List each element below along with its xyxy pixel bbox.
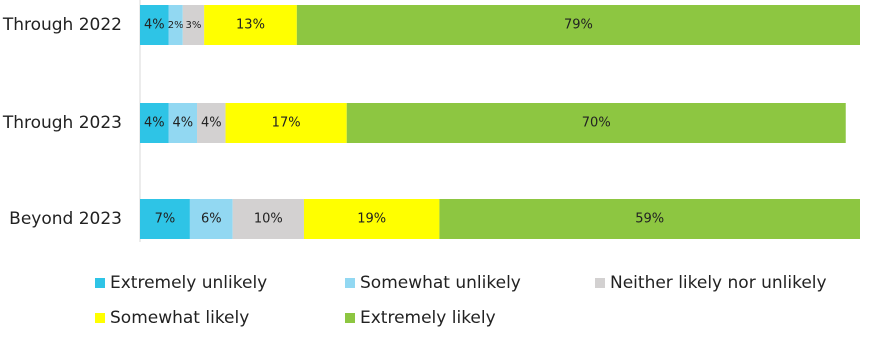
bar-segment bbox=[296, 5, 861, 45]
value-label: 4% bbox=[172, 116, 193, 131]
bar-segment bbox=[346, 103, 846, 143]
y-tick-label: Beyond 2023 bbox=[9, 209, 122, 229]
bar-segment bbox=[232, 199, 304, 239]
legend-label: Extremely unlikely bbox=[110, 273, 267, 293]
value-label: 59% bbox=[635, 212, 664, 227]
legend-swatch bbox=[95, 278, 105, 288]
bar-segment bbox=[182, 5, 205, 45]
value-label: 7% bbox=[155, 212, 176, 227]
value-label: 10% bbox=[254, 212, 283, 227]
bar-segment bbox=[140, 5, 169, 45]
bar-segment bbox=[168, 103, 198, 143]
value-label: 3% bbox=[186, 20, 202, 31]
y-tick-label: Through 2022 bbox=[2, 15, 122, 35]
value-label: 4% bbox=[144, 116, 165, 131]
bar-segment bbox=[204, 5, 297, 45]
bar-segment bbox=[140, 199, 190, 239]
bar-segment bbox=[168, 5, 183, 45]
bar-segment bbox=[189, 199, 233, 239]
bar-segment bbox=[197, 103, 226, 143]
legend-swatch bbox=[595, 278, 605, 288]
value-label: 19% bbox=[357, 212, 386, 227]
value-label: 13% bbox=[236, 18, 265, 33]
legend-label: Extremely likely bbox=[360, 308, 496, 328]
legend-swatch bbox=[95, 313, 105, 323]
bar-segment bbox=[303, 199, 440, 239]
legend-label: Somewhat likely bbox=[110, 308, 249, 328]
legend-swatch bbox=[345, 313, 355, 323]
bar-segment bbox=[140, 103, 169, 143]
legend-label: Somewhat unlikely bbox=[360, 273, 521, 293]
value-label: 6% bbox=[201, 212, 222, 227]
value-label: 4% bbox=[201, 116, 222, 131]
value-label: 2% bbox=[168, 20, 184, 31]
value-label: 17% bbox=[272, 116, 301, 131]
value-label: 70% bbox=[582, 116, 611, 131]
legend-swatch bbox=[345, 278, 355, 288]
legend-label: Neither likely nor unlikely bbox=[610, 273, 827, 293]
bar-segment bbox=[439, 199, 860, 239]
value-label: 79% bbox=[564, 18, 593, 33]
bar-segment bbox=[225, 103, 347, 143]
y-tick-label: Through 2023 bbox=[2, 113, 122, 133]
value-label: 4% bbox=[144, 18, 165, 33]
